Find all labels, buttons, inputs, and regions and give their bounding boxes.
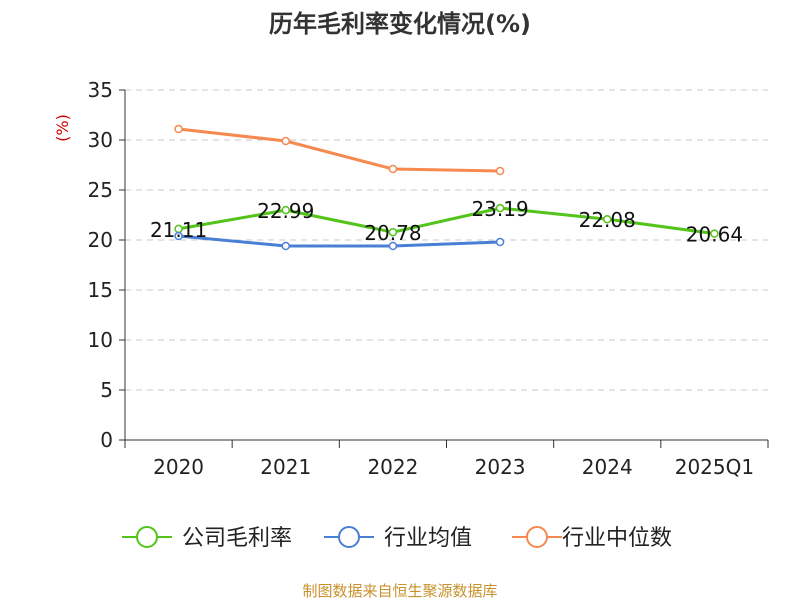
y-tick-label: 35 [88,78,113,102]
y-tick-label: 5 [100,378,113,402]
source-note: 制图数据来自恒生聚源数据库 [302,582,497,600]
x-tick-label: 2023 [475,455,526,479]
grid [125,89,768,391]
data-point [281,136,290,146]
data-label: 21.11 [150,218,207,242]
y-tick-label: 20 [88,228,113,252]
data-point [174,231,183,241]
data-point [495,166,505,176]
data-label: 22.08 [579,208,636,232]
legend-item: 公司毛利率 [122,526,292,551]
x-tick-label: 2021 [260,455,311,479]
series-line [178,127,501,173]
data-point [388,241,398,251]
data-point [495,237,505,247]
legend-marker [526,526,548,548]
legend: 公司毛利率 行业均值 行业中位数 [122,526,672,551]
data-label: 20.64 [686,223,743,247]
series-line [178,234,501,248]
y-tick-label: 30 [88,128,113,152]
data-point [174,124,183,134]
legend-label: 行业均值 [384,526,472,551]
legend-item: 行业均值 [324,526,472,551]
data-point [281,205,290,215]
data-point [603,214,612,224]
series-1 [174,231,505,251]
data-labels: 21.11 22.99 20.78 23.19 22.08 20.64 [150,197,743,247]
y-axis-unit: (%) [53,114,72,142]
series-2 [174,124,505,176]
legend-label: 公司毛利率 [182,526,292,551]
legend-label: 行业中位数 [562,526,672,551]
series-0 [174,203,719,238]
legend-item: 行业中位数 [512,526,672,551]
data-point [495,203,505,213]
data-point [388,164,398,174]
data-label: 20.78 [364,221,421,245]
series [174,124,719,251]
legend-marker [338,526,360,548]
x-tick-label: 2022 [367,455,418,479]
data-label: 22.99 [257,199,314,223]
x-tick-label: 2020 [153,455,204,479]
y-tick-label: 25 [88,178,113,202]
series-line [178,206,715,236]
x-tick-label: 2024 [582,455,633,479]
x-tick-label: 2025Q1 [675,455,754,479]
legend-marker [136,526,158,548]
chart-title: 历年毛利率变化情况(%) [269,10,531,38]
y-tick-label: 10 [88,328,113,352]
data-point [710,229,719,238]
data-label: 23.19 [471,197,528,221]
y-tick-label: 0 [100,428,113,452]
axes: 0 5 10 15 20 25 30 35 2020 2021 2022 2023 2024 2025Q1 [88,78,769,479]
y-tick-label: 15 [88,278,113,302]
data-point [281,241,290,251]
data-point [388,227,398,237]
